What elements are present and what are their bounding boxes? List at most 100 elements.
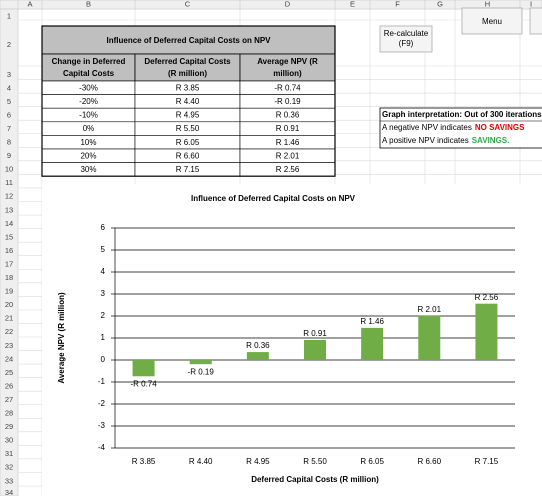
table-cell-text: 20%	[80, 151, 96, 160]
row-header: 23	[5, 341, 13, 350]
row-header-bar	[0, 8, 19, 496]
row-header: 8	[7, 138, 11, 147]
row-header: 17	[5, 259, 13, 268]
bar	[132, 360, 155, 377]
x-tick-label: R 6.05	[360, 457, 384, 466]
row-header: 3	[7, 70, 11, 79]
y-tick-label: -4	[98, 443, 106, 452]
y-tick-label: 4	[101, 267, 106, 276]
table-header-cell	[134, 53, 241, 82]
x-tick-label: R 7.15	[475, 457, 499, 466]
data-label: -R 0.19	[188, 367, 215, 376]
row-header: 20	[5, 300, 13, 309]
table-header-text: million)	[273, 69, 302, 78]
table-border	[41, 25, 336, 177]
other-button[interactable]	[529, 7, 542, 35]
row-header: 1	[7, 11, 11, 20]
interpretation-highlight: SAVINGS.	[472, 136, 510, 145]
row-header: 6	[7, 110, 11, 119]
x-axis-title: Deferred Capital Costs (R million)	[251, 475, 379, 484]
table-cell-text: R 3.85	[176, 83, 200, 92]
y-tick-label: 6	[101, 223, 106, 232]
table-cell-text: R 0.91	[276, 124, 300, 133]
table-cell-text: R 2.56	[276, 165, 300, 174]
x-tick-label: R 4.95	[246, 457, 270, 466]
interpretation-title: Graph interpretation: Out of 300 iterati…	[382, 110, 542, 119]
table-header-text: Deferred Capital Costs	[144, 57, 231, 66]
menu-button[interactable]	[461, 7, 523, 35]
interpretation-line: A positive NPV indicates SAVINGS.	[382, 136, 509, 145]
row-header: 16	[5, 246, 13, 255]
row-header: 21	[5, 314, 13, 323]
column-header-bar	[0, 0, 542, 10]
column-header: E	[350, 0, 355, 8]
data-label: -R 0.74	[130, 379, 157, 388]
data-label: R 0.91	[303, 329, 327, 338]
table-cell-text: R 7.15	[176, 165, 200, 174]
row-header: 24	[5, 354, 13, 363]
table-cell-text: R 1.46	[276, 138, 300, 147]
row-header: 19	[5, 287, 13, 296]
table-cell-text: R 6.05	[176, 138, 200, 147]
table-header-cell	[239, 53, 336, 82]
data-label: R 0.36	[246, 341, 270, 350]
row-header: 33	[5, 476, 13, 485]
row-header: 2	[7, 40, 11, 49]
row-header: 9	[7, 151, 11, 160]
table-cell-text: R 4.95	[176, 111, 200, 120]
table-cell-text: R 4.40	[176, 97, 200, 106]
data-label: R 2.56	[475, 293, 499, 302]
table-cell-text: R 6.60	[176, 151, 200, 160]
interpretation-highlight: NO SAVINGS	[475, 123, 525, 132]
y-tick-label: 5	[101, 245, 106, 254]
bar	[189, 360, 212, 365]
row-header: 12	[5, 192, 13, 201]
row-header: 28	[5, 409, 13, 418]
bar	[475, 303, 498, 360]
table-header-text: (R million)	[168, 69, 207, 78]
y-tick-label: 3	[101, 289, 106, 298]
column-header: C	[185, 0, 191, 8]
row-header: 29	[5, 422, 13, 431]
row-header: 35	[5, 495, 13, 496]
table-title: Influence of Deferred Capital Costs on N…	[106, 36, 271, 45]
y-tick-label: -3	[98, 421, 106, 430]
y-tick-label: 1	[101, 333, 106, 342]
row-header: 7	[7, 124, 11, 133]
row-header: 14	[5, 219, 13, 228]
row-header: 13	[5, 205, 13, 214]
table-header-text: Change in Deferred	[52, 57, 126, 66]
bar	[304, 339, 326, 360]
table-header-text: Capital Costs	[63, 69, 115, 78]
interpretation-box	[379, 107, 542, 149]
column-header: G	[437, 0, 443, 8]
table-cell-text: -30%	[79, 83, 98, 92]
bar	[246, 352, 269, 360]
interpretation-text: A negative NPV indicates	[382, 123, 472, 132]
row-header: 5	[7, 97, 11, 106]
column-header: D	[285, 0, 291, 8]
table-cell-text: R 2.01	[276, 151, 300, 160]
row-header: 32	[5, 463, 13, 472]
table-header-text: Average NPV (R	[257, 57, 318, 66]
table-cell-text: 0%	[83, 124, 95, 133]
data-label: R 2.01	[417, 305, 441, 314]
row-header: 25	[5, 368, 13, 377]
row-header: 4	[7, 83, 11, 92]
x-tick-label: R 4.40	[189, 457, 213, 466]
column-header: F	[395, 0, 400, 8]
x-tick-label: R 6.60	[417, 457, 441, 466]
column-header: B	[86, 0, 91, 8]
table-cell-text: 30%	[80, 165, 96, 174]
x-tick-label: R 3.85	[132, 457, 156, 466]
recalculate-button[interactable]	[379, 25, 433, 53]
recalculate-label: Re-calculate	[384, 29, 429, 38]
y-tick-label: -1	[98, 377, 106, 386]
menu-label: Menu	[482, 17, 502, 26]
y-tick-label: 0	[101, 355, 106, 364]
table-cell-text: -R 0.19	[274, 97, 301, 106]
row-header: 15	[5, 232, 13, 241]
row-header: 34	[5, 488, 13, 496]
table-cell-text: -20%	[79, 97, 98, 106]
